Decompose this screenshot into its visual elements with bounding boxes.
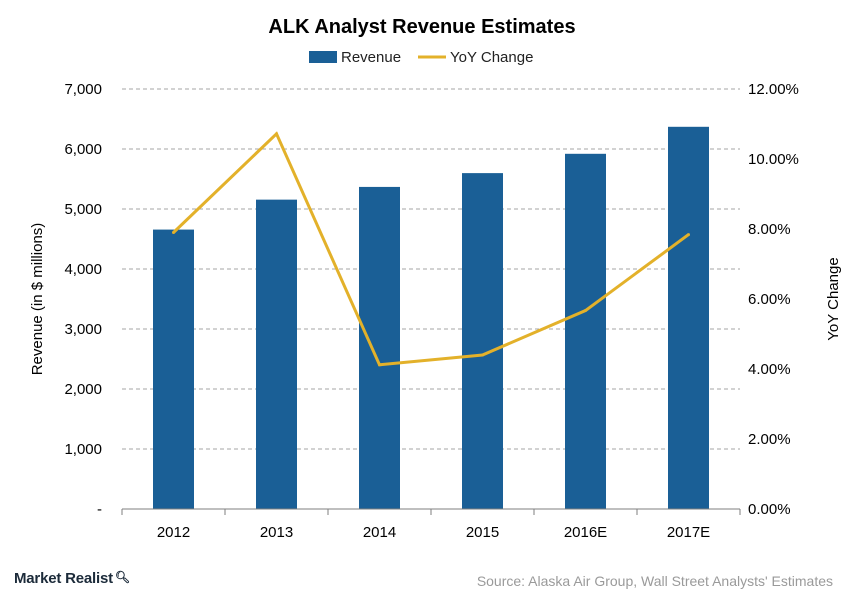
bar: [359, 186, 400, 510]
y2-tick-label: 2.00%: [748, 431, 791, 448]
y2-tick-label: 12.00%: [748, 81, 799, 98]
y-tick-label: 4,000: [64, 261, 102, 278]
bar: [462, 173, 503, 509]
y2-axis-title: YoY Change: [825, 257, 842, 340]
y-tick-label: 5,000: [64, 201, 102, 218]
yoy-line: [172, 131, 690, 367]
x-tick-label: 2012: [157, 524, 190, 541]
y-axis-title: Revenue (in $ millions): [29, 223, 46, 376]
source-note: Source: Alaska Air Group, Wall Street An…: [476, 573, 833, 589]
y-tick-label: 1,000: [64, 441, 102, 458]
brand-name: Market Realist: [14, 570, 113, 587]
x-tick-label: 2017E: [667, 524, 710, 541]
yoy-point: [584, 309, 587, 313]
y2-tick-label: 8.00%: [748, 221, 791, 238]
legend: Revenue YoY Change: [309, 49, 533, 66]
yoy-point: [481, 353, 484, 357]
bar: [565, 153, 606, 510]
brand-logo: Market Realist 🔍︎: [14, 570, 130, 587]
y-tick-label: 3,000: [64, 321, 102, 338]
x-tick-label: 2013: [260, 524, 293, 541]
yoy-point: [172, 231, 175, 234]
yoy-point: [275, 132, 278, 136]
yoy-point: [687, 233, 690, 237]
bar: [153, 229, 194, 509]
axes: - 1,000 2,000 3,000 4,000 5,000 6,000 7,000 0.00…: [64, 81, 798, 541]
yoy-point: [378, 363, 381, 367]
bar: [668, 126, 709, 510]
x-tick-label: 2014: [363, 524, 396, 541]
legend-label-yoy: YoY Change: [450, 49, 533, 66]
y2-tick-label: 4.00%: [748, 361, 791, 378]
y2-tick-label: 6.00%: [748, 291, 791, 308]
bars: [153, 126, 709, 510]
y2-tick-label: 0.00%: [748, 501, 791, 518]
y-tick-label: -: [97, 501, 102, 518]
yoy-line-layer: [172, 131, 690, 367]
y-tick-label: 6,000: [64, 141, 102, 158]
bar: [256, 199, 297, 509]
chart-title: ALK Analyst Revenue Estimates: [268, 16, 575, 38]
x-tick-label: 2016E: [564, 524, 607, 541]
y-tick-label: 2,000: [64, 381, 102, 398]
legend-label-revenue: Revenue: [341, 49, 401, 66]
y-tick-label: 7,000: [64, 81, 102, 98]
gridlines: [122, 88, 740, 450]
x-tick-label: 2015: [466, 524, 499, 541]
y2-tick-label: 10.00%: [748, 151, 799, 168]
magnifier-icon: 🔍︎: [114, 570, 130, 584]
legend-swatch-revenue: [309, 51, 337, 63]
